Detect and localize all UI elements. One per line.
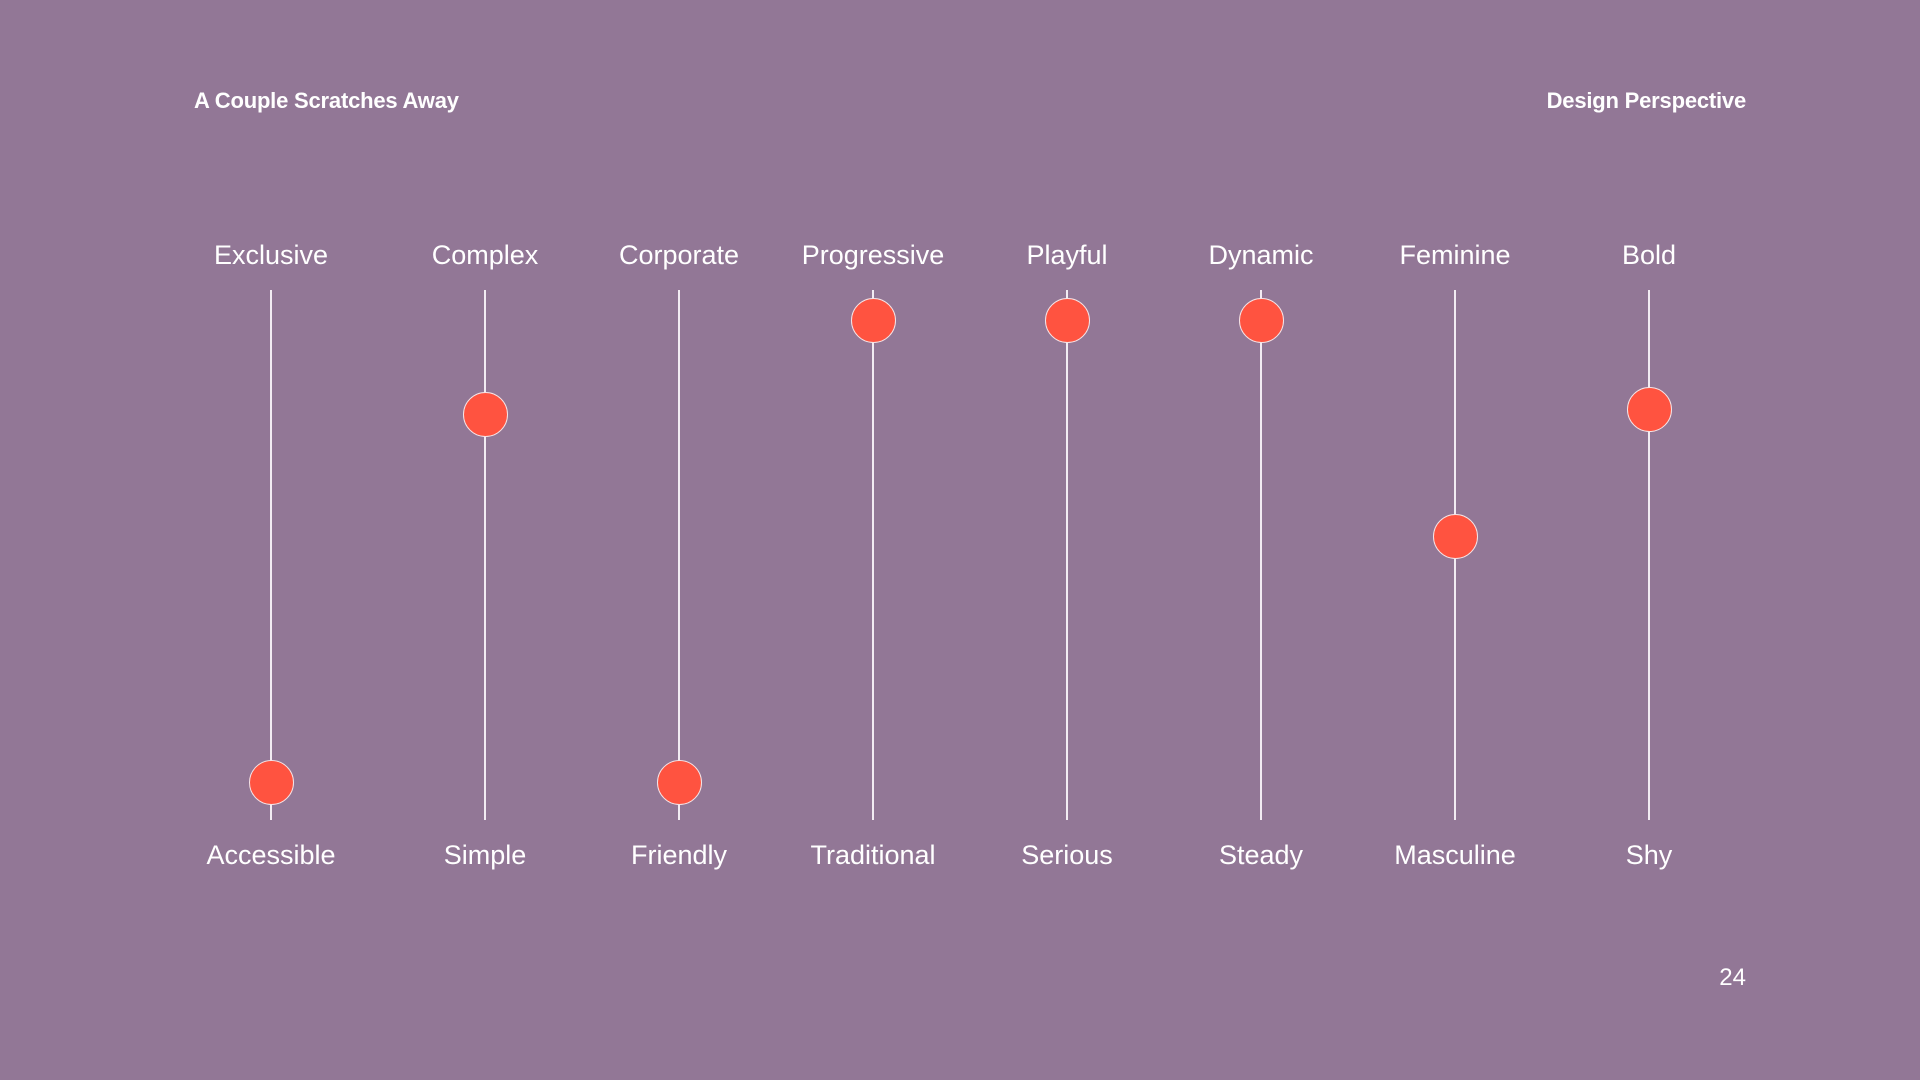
slider-top-label: Complex — [431, 240, 539, 270]
slider-track[interactable] — [1066, 290, 1068, 820]
slider-complex-simple[interactable]: Complex Simple — [385, 0, 585, 1080]
slider-knob[interactable] — [1432, 514, 1478, 560]
slider-bottom-label: Traditional — [810, 840, 936, 870]
slider-feminine-masculine[interactable]: Feminine Masculine — [1355, 0, 1555, 1080]
slider-track[interactable] — [872, 290, 874, 820]
slider-dynamic-steady[interactable]: Dynamic Steady — [1161, 0, 1361, 1080]
slider-bottom-label: Shy — [1625, 840, 1673, 870]
slider-track[interactable] — [1648, 290, 1650, 820]
slider-bottom-label: Accessible — [206, 840, 336, 870]
presentation-title: A Couple Scratches Away — [194, 88, 459, 113]
slider-bottom-label: Friendly — [630, 840, 728, 870]
slider-track[interactable] — [678, 290, 680, 820]
section-title: Design Perspective — [1546, 88, 1747, 113]
slider-knob[interactable] — [248, 759, 294, 805]
slider-bottom-label: Masculine — [1394, 840, 1516, 870]
slider-top-label: Corporate — [618, 240, 740, 270]
slider-knob[interactable] — [850, 298, 896, 344]
slider-top-label: Exclusive — [213, 240, 329, 270]
slider-corporate-friendly[interactable]: Corporate Friendly — [579, 0, 779, 1080]
slider-track[interactable] — [270, 290, 272, 820]
slider-exclusive-accessible[interactable]: Exclusive Accessible — [171, 0, 371, 1080]
slider-knob[interactable] — [1238, 298, 1284, 344]
slider-top-label: Progressive — [801, 240, 945, 270]
slider-knob[interactable] — [462, 391, 508, 437]
slider-progressive-traditional[interactable]: Progressive Traditional — [773, 0, 973, 1080]
slider-knob[interactable] — [1044, 298, 1090, 344]
slider-track[interactable] — [1260, 290, 1262, 820]
slider-top-label: Playful — [1026, 240, 1108, 270]
slider-knob[interactable] — [656, 759, 702, 805]
slider-top-label: Bold — [1621, 240, 1677, 270]
slider-bold-shy[interactable]: Bold Shy — [1549, 0, 1749, 1080]
slider-bottom-label: Simple — [443, 840, 527, 870]
slider-track[interactable] — [484, 290, 486, 820]
slider-top-label: Dynamic — [1208, 240, 1314, 270]
slider-top-label: Feminine — [1399, 240, 1511, 270]
slider-bottom-label: Steady — [1218, 840, 1304, 870]
page-number: 24 — [1719, 964, 1746, 991]
slider-playful-serious[interactable]: Playful Serious — [967, 0, 1167, 1080]
slider-bottom-label: Serious — [1021, 840, 1113, 870]
slider-knob[interactable] — [1626, 386, 1672, 432]
